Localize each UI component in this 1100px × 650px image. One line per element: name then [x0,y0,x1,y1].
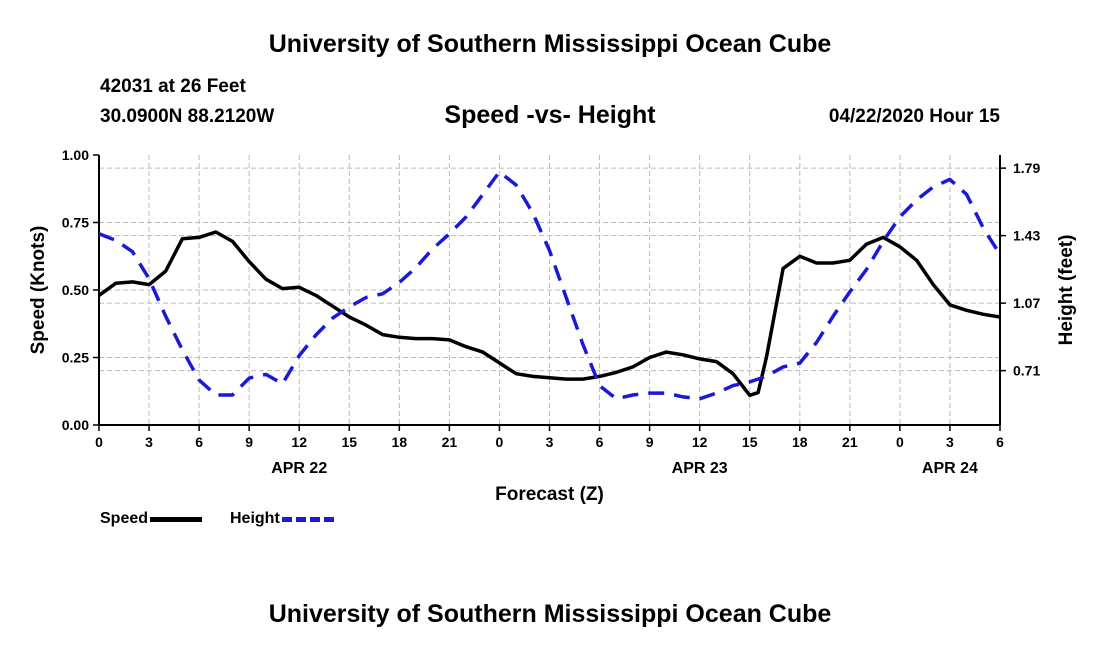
x-tick-label: 18 [392,434,408,450]
x-tick-label: 6 [596,434,604,450]
date-label: APR 24 [922,460,978,477]
x-tick-label: 12 [291,434,307,450]
x-tick-label: 9 [646,434,654,450]
bottom-title: University of Southern Mississippi Ocean… [268,600,832,628]
y2-tick-label: 1.79 [1013,160,1040,176]
x-tick-label: 15 [742,434,758,450]
y2-axis-title: Height (feet) [1056,235,1077,346]
legend-height-label: Height [230,510,280,527]
x-tick-label: 9 [245,434,253,450]
x-tick-label: 15 [341,434,357,450]
y-tick-label: 0.00 [62,417,89,433]
x-axis-title: Forecast (Z) [495,484,604,505]
x-tick-label: 6 [996,434,1004,450]
x-tick-label: 0 [496,434,504,450]
coordinates-label: 30.0900N 88.2120W [100,106,275,127]
x-tick-label: 3 [546,434,554,450]
x-tick-label: 6 [195,434,203,450]
legend-speed: Speed [100,510,203,528]
x-tick-label: 12 [692,434,708,450]
x-tick-label: 0 [95,434,103,450]
legend-speed-label: Speed [100,510,149,527]
y-tick-label: 0.75 [62,215,89,231]
top-title: University of Southern Mississippi Ocean… [268,30,832,58]
y-tick-label: 0.50 [62,282,89,298]
y-tick-label: 0.25 [62,350,89,366]
y2-tick-label: 1.07 [1013,295,1040,311]
x-tick-label: 21 [842,434,858,450]
date-label: APR 23 [672,460,728,477]
station-label: 42031 at 26 Feet [100,76,246,97]
x-tick-label: 18 [792,434,808,450]
x-tick-label: 3 [145,434,153,450]
legend-speed-swatch [150,516,203,522]
y2-tick-label: 1.43 [1013,228,1040,244]
speed-series-line [97,230,1001,398]
y2-tick-label: 0.71 [1013,363,1040,379]
date-label: APR 22 [271,460,327,477]
x-tick-label: 21 [442,434,458,450]
x-tick-label: 0 [896,434,904,450]
chart-subtitle: Speed -vs- Height [444,101,656,129]
forecast-datetime: 04/22/2020 Hour 15 [828,106,1000,127]
y-tick-label: 1.00 [62,147,89,163]
legend-height-swatch [281,516,334,522]
y-axis-title: Speed (Knots) [28,226,49,355]
legend-height: Height [230,510,334,528]
height-series-line [98,170,1002,401]
x-tick-label: 3 [946,434,954,450]
